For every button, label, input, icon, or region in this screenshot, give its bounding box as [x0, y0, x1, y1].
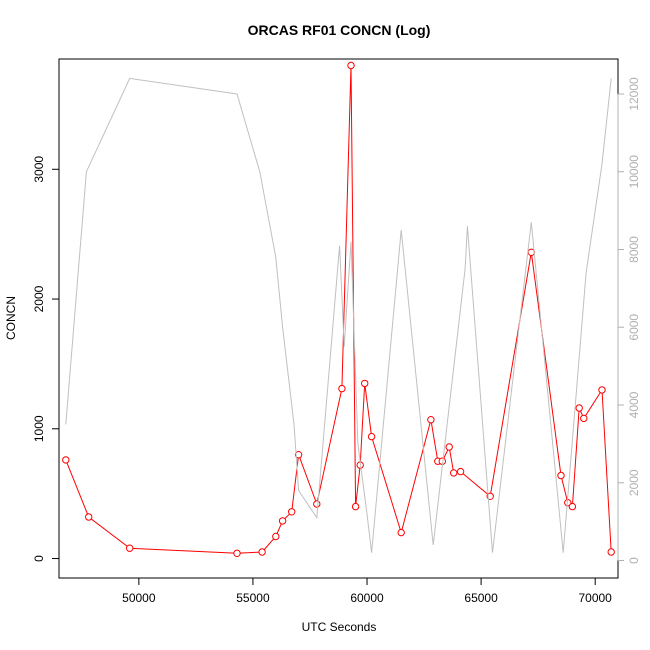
y-tick-label: 1000 — [32, 415, 46, 442]
data-point — [351, 502, 360, 511]
data-point — [361, 379, 369, 388]
data-point — [313, 500, 321, 508]
x-tick-label: 60000 — [350, 591, 384, 605]
y2-tick-label: 12000 — [627, 77, 641, 111]
data-point — [62, 456, 70, 464]
y2-tick-label: 4000 — [627, 391, 641, 418]
data-point — [397, 528, 405, 537]
data-point — [456, 467, 465, 476]
data-point — [126, 544, 134, 552]
x-tick-label: 55000 — [236, 591, 270, 605]
series-layer — [62, 61, 615, 557]
x-tick-label: 70000 — [578, 591, 612, 605]
x-tick-label: 50000 — [122, 591, 156, 605]
data-point — [258, 548, 266, 556]
data-point — [427, 416, 435, 424]
y2-tick-label: 0 — [627, 557, 641, 564]
y2-tick-label: 6000 — [627, 314, 641, 341]
x-axis: 50000 55000 60000 65000 70000 — [122, 577, 612, 605]
y2-tick-label: 2000 — [627, 469, 641, 496]
chart-title: ORCAS RF01 CONCN (Log) — [248, 22, 431, 38]
data-point — [557, 471, 565, 480]
data-point — [338, 384, 346, 393]
data-point — [568, 502, 577, 511]
y-tick-label: 3000 — [32, 156, 46, 183]
data-point — [607, 548, 615, 556]
y-axis-right: 0 2000 4000 6000 8000 10000 12000 — [617, 77, 641, 564]
data-point — [278, 517, 287, 525]
y2-tick-label: 8000 — [627, 236, 641, 263]
left-axis-series-line — [65, 65, 612, 554]
y-tick-label: 2000 — [32, 285, 46, 312]
data-point — [450, 469, 458, 477]
y2-tick-label: 10000 — [627, 155, 641, 189]
data-point — [367, 432, 376, 441]
data-point — [233, 549, 241, 557]
data-point — [347, 61, 355, 70]
data-point — [85, 513, 93, 521]
data-point — [598, 386, 606, 394]
data-point — [288, 508, 296, 516]
data-point — [445, 443, 453, 451]
data-point — [272, 532, 280, 541]
y-axis-left: 0 1000 2000 3000 — [32, 156, 60, 562]
data-point — [580, 414, 588, 423]
x-tick-label: 65000 — [464, 591, 498, 605]
data-point — [575, 404, 583, 412]
y-axis-title: CONCN — [4, 296, 18, 340]
y-tick-label: 0 — [32, 555, 46, 562]
x-axis-title: UTC Seconds — [302, 620, 377, 634]
plot-frame — [58, 58, 619, 579]
data-point — [294, 451, 303, 459]
right-axis-series-line — [65, 77, 612, 553]
